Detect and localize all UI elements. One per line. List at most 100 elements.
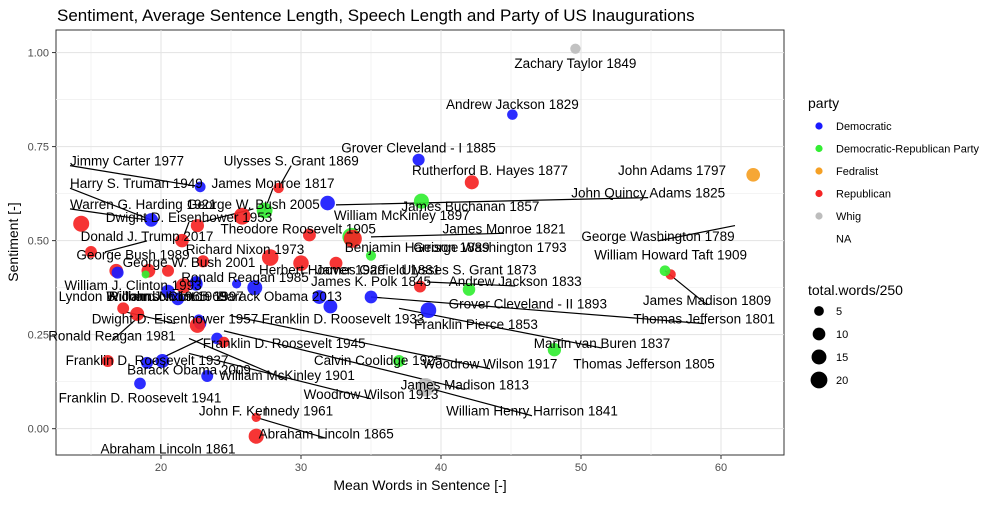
point-label: George W. Bush 2001: [123, 255, 256, 270]
point-label: Thomas Jefferson 1805: [573, 357, 715, 372]
legend-color-label: Democratic-Republican Party: [836, 144, 980, 156]
point-label: Franklin D. Roosevelt 1937: [66, 353, 229, 368]
data-point: [273, 182, 284, 194]
point-label: Woodrow Wilson 1917: [423, 357, 558, 372]
x-tick-label: 40: [435, 462, 447, 474]
point-label: George Washington 1789: [581, 229, 734, 244]
annotation-leader-line: [69, 208, 148, 221]
point-label: Martin van Buren 1837: [534, 336, 671, 351]
annotation-leader-line: [104, 240, 148, 253]
annotation-leader-line: [69, 187, 152, 221]
legend-size-swatch: [814, 306, 824, 316]
point-label: Woodrow Wilson 1913: [304, 387, 439, 402]
annotation-leader-line: [188, 337, 288, 381]
legend-color-title: party: [808, 95, 839, 111]
data-point: [365, 250, 377, 261]
legend-color-items: Democratic Democratic-Republican Party Fed…: [815, 121, 980, 246]
data-point: [329, 256, 343, 270]
point-label: Warren G. Harding 1921: [70, 197, 217, 212]
point-label: Harry S. Truman 1949: [70, 176, 203, 191]
legend-color-label: Republican: [836, 189, 891, 201]
data-point: [414, 280, 426, 293]
legend-color-swatch: [815, 189, 823, 198]
data-point: [141, 356, 153, 369]
annotation-labels: Zachary Taylor 1849 Andrew Jackson 1829 Gr…: [48, 56, 775, 457]
y-tick-label: 0.75: [28, 142, 49, 154]
annotation-leader-line: [188, 352, 372, 400]
y-tick-label: 0.00: [28, 424, 49, 436]
point-label: Ronald Reagan 1981: [48, 329, 176, 344]
data-point: [194, 181, 206, 193]
legend-color-label: Fedralist: [836, 166, 878, 178]
point-label: Grover Cleveland - I 1885: [341, 140, 496, 155]
point-label: John F. Kennedy 1961: [199, 404, 333, 419]
point-label: Lyndon B. Johnson 1965: [59, 289, 208, 304]
data-point: [256, 202, 273, 219]
legend-color-swatch: [815, 144, 823, 153]
point-label: William McKinley 1897: [334, 208, 470, 223]
annotation-leader-line: [370, 232, 505, 238]
data-point: [412, 153, 425, 166]
data-point: [343, 229, 362, 248]
point-label: William McKinley 1901: [219, 368, 355, 383]
data-point: [413, 193, 429, 209]
y-tick-label: 0.25: [28, 330, 49, 342]
data-point: [320, 195, 335, 211]
legend-color-swatch: [815, 212, 823, 220]
data-point: [393, 354, 405, 367]
data-point: [746, 167, 761, 182]
data-point: [507, 109, 518, 120]
point-label: James Madison 1813: [401, 377, 529, 392]
point-label: Franklin D. Roosevelt 1945: [203, 336, 366, 351]
data-point: [189, 317, 206, 333]
point-label: Thomas Jefferson 1801: [633, 312, 775, 327]
point-label: Jimmy Carter 1977: [70, 154, 184, 169]
data-point: [171, 292, 185, 306]
data-point: [659, 265, 671, 277]
chart-title: Sentiment, Average Sentence Length, Spee…: [57, 6, 695, 25]
point-label: William J. Clinton 1993: [64, 278, 201, 293]
data-point: [189, 277, 203, 291]
y-axis: 0.00 0.25 0.50 0.75 1.00: [28, 48, 56, 436]
point-label: Rutherford B. Hayes 1877: [412, 163, 568, 178]
legend-color-label: Democratic: [836, 121, 892, 133]
point-label: John Quincy Adams 1825: [571, 186, 725, 201]
point-label: Andrew Jackson 1829: [446, 97, 579, 112]
y-tick-label: 1.00: [28, 48, 49, 60]
data-point: [190, 218, 205, 233]
annotation-leader-line: [256, 416, 327, 439]
data-point: [130, 306, 145, 321]
point-label: James K. Polk 1845: [311, 274, 431, 289]
data-point: [196, 255, 210, 268]
point-label: John Adams 1797: [618, 163, 726, 178]
point-label: James Buchanan 1857: [401, 199, 539, 214]
legend-size-label: 20: [836, 375, 848, 387]
point-label: Barack Obama 2009: [127, 362, 251, 377]
data-point: [155, 354, 170, 368]
data-point: [570, 43, 581, 54]
data-point: [231, 279, 242, 289]
annotation-leader-line: [335, 197, 649, 206]
point-label: Theodore Roosevelt 1905: [221, 221, 376, 236]
data-point: [312, 290, 327, 304]
data-point: [416, 378, 435, 397]
point-label: Dwight D. Eisenhower 1953: [106, 210, 273, 225]
annotation-leader-line: [230, 315, 491, 370]
point-label: Abraham Lincoln 1865: [259, 426, 394, 441]
legend-color-swatch: [815, 167, 823, 175]
point-label: Calvin Coolidge 1925: [314, 353, 442, 368]
data-point: [175, 233, 189, 248]
point-label: James Madison 1809: [643, 293, 771, 308]
point-label: Benjamin Harrison 1889: [345, 240, 490, 255]
data-point: [293, 255, 309, 271]
annotation-leader-line: [370, 296, 705, 325]
point-label: William Howard Taft 1909: [594, 248, 747, 263]
data-point: [73, 215, 90, 232]
data-point: [111, 266, 124, 279]
data-point: [144, 213, 159, 227]
data-point: [134, 377, 146, 390]
x-axis-label: Mean Words in Sentence [-]: [333, 477, 506, 493]
data-point: [218, 336, 230, 348]
point-label: James Monroe 1821: [442, 221, 565, 236]
legend-size-swatch: [811, 349, 827, 365]
